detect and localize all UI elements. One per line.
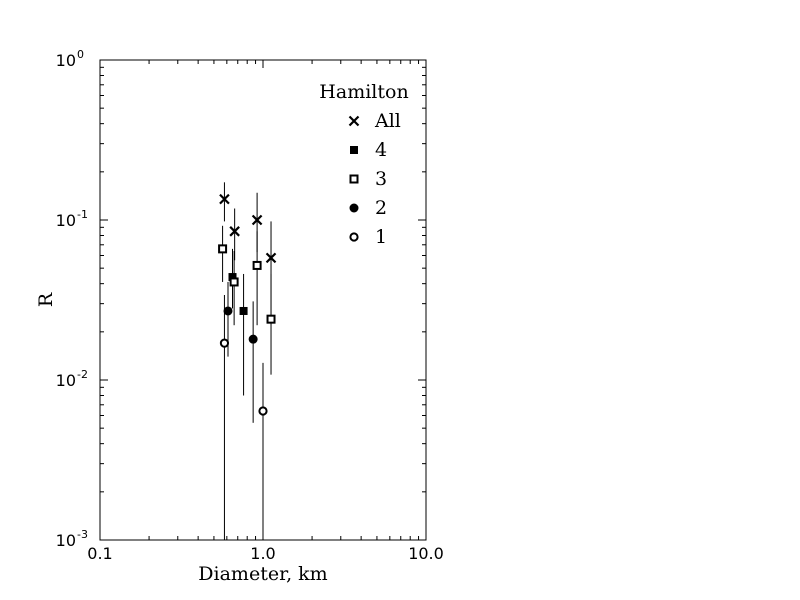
legend-label: 3: [375, 168, 387, 190]
x-tick-label: 1.0: [250, 544, 275, 563]
legend-marker-1: [349, 232, 359, 242]
data-point-3: [218, 244, 228, 254]
data-point-4: [228, 273, 237, 282]
data-markers: [218, 193, 277, 416]
legend-label: 2: [375, 197, 387, 219]
data-point-All: [265, 252, 277, 264]
data-point-1: [219, 338, 230, 348]
data-point-2: [248, 334, 258, 344]
data-point-3: [266, 314, 276, 324]
y-tick-exponent: -2: [77, 368, 88, 381]
legend-label: All: [374, 110, 401, 132]
y-axis-label: R: [35, 292, 57, 307]
legend-label: 1: [375, 226, 387, 248]
legend: Hamilton All 4 3 2 1: [319, 81, 408, 248]
data-point-3: [252, 260, 262, 270]
y-tick-exponent: 0: [77, 48, 84, 61]
y-tick-label: 10: [56, 211, 76, 230]
data-point-1: [258, 406, 268, 416]
data-point-All: [251, 214, 263, 226]
error-bars: [222, 182, 272, 540]
axis-ticks: [99, 59, 427, 541]
y-tick-label: 10: [56, 51, 76, 70]
y-tick-label: 10: [56, 371, 76, 390]
data-point-All: [219, 193, 230, 205]
x-tick-label: 0.1: [87, 544, 112, 563]
legend-marker-3: [349, 174, 359, 184]
data-point-2: [223, 306, 233, 316]
legend-label: 4: [375, 139, 387, 161]
data-point-3: [229, 277, 239, 287]
legend-marker-2: [349, 203, 359, 213]
legend-title: Hamilton: [319, 81, 408, 103]
legend-marker-All: [348, 115, 360, 127]
y-tick-exponent: -3: [77, 528, 88, 541]
x-axis-label: Diameter, km: [198, 563, 327, 585]
data-point-All: [229, 226, 240, 237]
y-tick-exponent: -1: [77, 208, 88, 221]
legend-marker-4: [350, 146, 358, 154]
y-tick-label: 10: [56, 531, 76, 550]
data-point-4: [239, 306, 248, 315]
x-tick-label: 10.0: [408, 544, 444, 563]
